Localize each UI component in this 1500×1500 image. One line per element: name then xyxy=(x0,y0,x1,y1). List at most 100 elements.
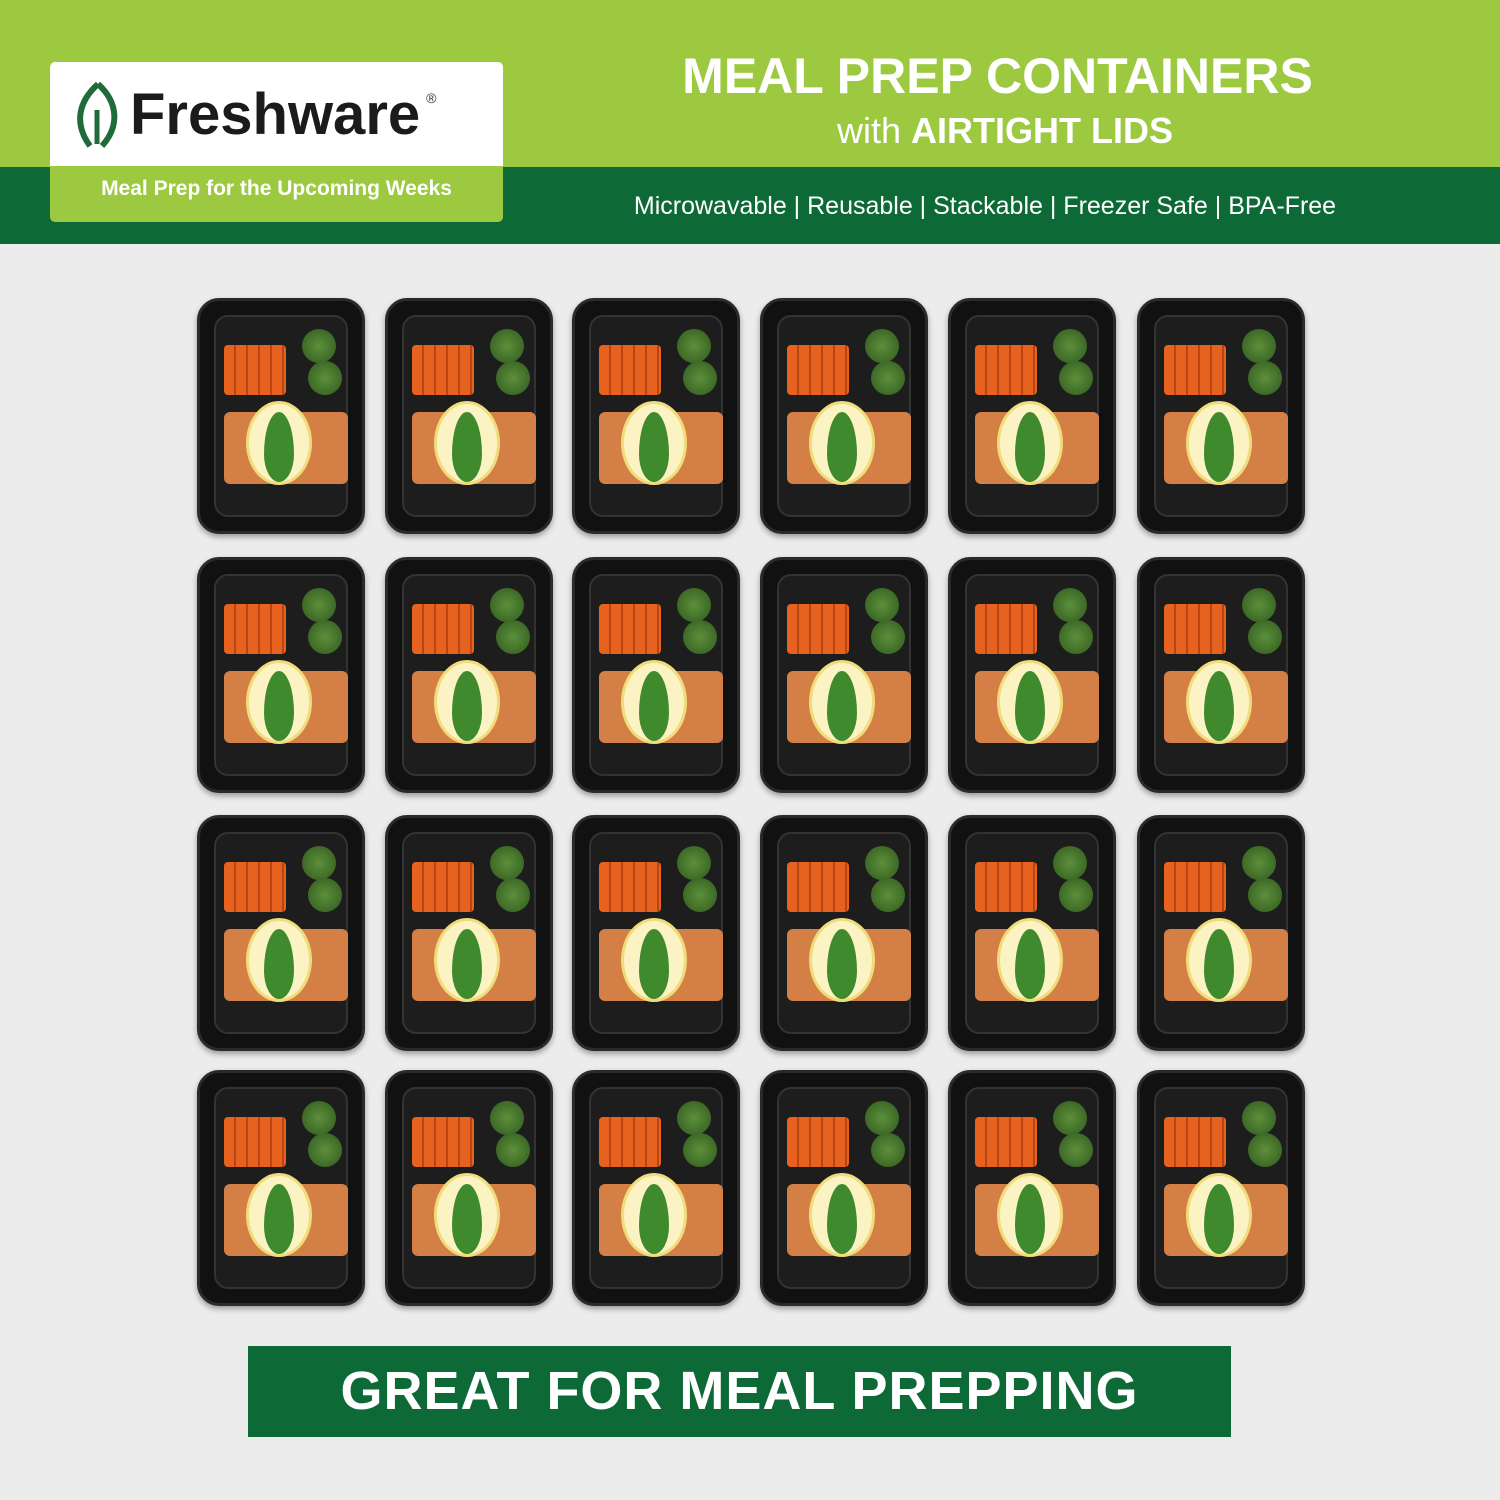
carrots xyxy=(787,345,849,395)
container-tray xyxy=(589,832,723,1034)
container-tray xyxy=(965,315,1099,517)
meal-container xyxy=(760,557,928,793)
container-tray xyxy=(777,574,911,776)
container-tray xyxy=(965,574,1099,776)
meal-container xyxy=(385,815,553,1051)
meal-container xyxy=(760,815,928,1051)
mint-leaf xyxy=(452,1184,482,1254)
mint-leaf xyxy=(827,671,857,741)
carrots xyxy=(599,1117,661,1167)
meal-container xyxy=(572,1070,740,1306)
broccoli xyxy=(871,878,905,912)
meal-container xyxy=(948,298,1116,534)
broccoli xyxy=(496,1133,530,1167)
broccoli xyxy=(1248,361,1282,395)
broccoli xyxy=(1059,361,1093,395)
broccoli xyxy=(1248,1133,1282,1167)
carrots xyxy=(224,1117,286,1167)
page-subtitle: with AIRTIGHT LIDS xyxy=(600,110,1410,152)
carrots xyxy=(224,604,286,654)
mint-leaf xyxy=(264,671,294,741)
container-tray xyxy=(1154,832,1288,1034)
carrots xyxy=(412,862,474,912)
carrots xyxy=(599,345,661,395)
meal-container xyxy=(760,1070,928,1306)
carrots xyxy=(412,345,474,395)
carrots xyxy=(787,862,849,912)
container-tray xyxy=(965,1087,1099,1289)
mint-leaf xyxy=(639,929,669,999)
broccoli xyxy=(308,361,342,395)
broccoli xyxy=(308,878,342,912)
container-tray xyxy=(214,1087,348,1289)
carrots xyxy=(224,862,286,912)
carrots xyxy=(1164,604,1226,654)
broccoli xyxy=(871,361,905,395)
broccoli xyxy=(496,361,530,395)
broccoli xyxy=(1053,329,1087,363)
meal-container xyxy=(385,1070,553,1306)
broccoli xyxy=(677,846,711,880)
broccoli xyxy=(302,588,336,622)
page-title: MEAL PREP CONTAINERS xyxy=(682,48,1313,104)
carrots xyxy=(412,604,474,654)
meal-container xyxy=(572,815,740,1051)
logo-panel: Freshware ® xyxy=(50,62,503,166)
container-tray xyxy=(589,1087,723,1289)
broccoli xyxy=(496,878,530,912)
broccoli xyxy=(302,1101,336,1135)
mint-leaf xyxy=(639,671,669,741)
broccoli xyxy=(683,1133,717,1167)
mint-leaf xyxy=(452,412,482,482)
meal-container xyxy=(948,557,1116,793)
broccoli xyxy=(683,878,717,912)
meal-container xyxy=(572,557,740,793)
meal-container xyxy=(1137,1070,1305,1306)
carrots xyxy=(1164,862,1226,912)
brand-tagline: Meal Prep for the Upcoming Weeks xyxy=(101,177,452,200)
broccoli xyxy=(302,846,336,880)
broccoli xyxy=(865,1101,899,1135)
subtitle-prefix: with xyxy=(836,110,902,151)
carrots xyxy=(1164,1117,1226,1167)
mint-leaf xyxy=(827,412,857,482)
broccoli xyxy=(683,361,717,395)
mint-leaf xyxy=(1204,929,1234,999)
container-tray xyxy=(214,832,348,1034)
mint-leaf xyxy=(452,929,482,999)
broccoli xyxy=(1053,588,1087,622)
meal-container xyxy=(385,557,553,793)
broccoli xyxy=(865,588,899,622)
promo-banner: GREAT FOR MEAL PREPPING xyxy=(248,1346,1231,1437)
carrots xyxy=(975,1117,1037,1167)
brand-name: Freshware xyxy=(130,82,421,147)
carrots xyxy=(975,345,1037,395)
mint-leaf xyxy=(639,1184,669,1254)
broccoli xyxy=(1059,878,1093,912)
carrots xyxy=(599,862,661,912)
broccoli xyxy=(677,329,711,363)
carrots xyxy=(975,862,1037,912)
registered-mark: ® xyxy=(426,90,437,106)
mint-leaf xyxy=(639,412,669,482)
mint-leaf xyxy=(1204,1184,1234,1254)
mint-leaf xyxy=(827,1184,857,1254)
broccoli xyxy=(308,1133,342,1167)
container-tray xyxy=(402,1087,536,1289)
container-tray xyxy=(402,574,536,776)
broccoli xyxy=(490,588,524,622)
subtitle-bold: AIRTIGHT LIDS xyxy=(911,110,1174,151)
container-tray xyxy=(1154,1087,1288,1289)
mint-leaf xyxy=(1015,929,1045,999)
carrots xyxy=(224,345,286,395)
meal-container xyxy=(1137,298,1305,534)
mint-leaf xyxy=(1204,412,1234,482)
broccoli xyxy=(871,1133,905,1167)
container-tray xyxy=(402,832,536,1034)
carrots xyxy=(412,1117,474,1167)
meal-container xyxy=(197,1070,365,1306)
meal-container xyxy=(197,298,365,534)
broccoli xyxy=(496,620,530,654)
broccoli xyxy=(865,846,899,880)
broccoli xyxy=(1242,1101,1276,1135)
